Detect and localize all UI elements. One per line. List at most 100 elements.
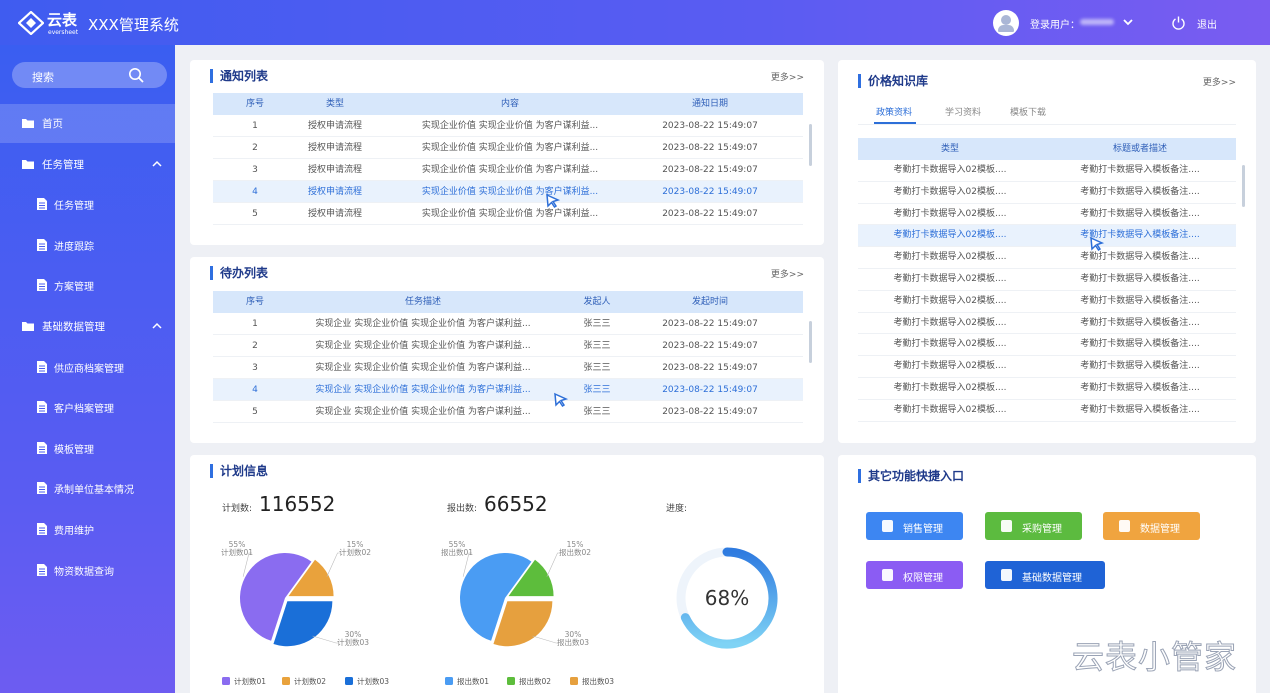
table-row[interactable] xyxy=(213,357,803,379)
table-row[interactable] xyxy=(858,356,1236,378)
shortcut-button[interactable]: 权限管理 xyxy=(866,561,963,589)
table-cell: 考勤打卡数据导入模板备注.... xyxy=(1080,339,1200,350)
table-row[interactable] xyxy=(213,401,803,423)
submenu-item[interactable]: 物资数据查询 xyxy=(54,566,114,578)
table-row[interactable] xyxy=(213,159,803,181)
legend-label: 报出数02 xyxy=(519,676,551,686)
table-cell: 考勤打卡数据导入02模板.... xyxy=(893,295,1007,306)
table-cell: 张三三 xyxy=(583,407,611,417)
folder-icon xyxy=(22,159,34,169)
icon-shape xyxy=(22,119,34,128)
submenu-item[interactable]: 费用维护 xyxy=(54,526,94,537)
table-row[interactable] xyxy=(213,181,803,203)
app-title: XXX管理系统 xyxy=(88,16,179,34)
table-row[interactable] xyxy=(213,203,803,225)
shortcuts-panel: 其它功能快捷入口 销售管理 采购管理 数据管理 权限管理 基础数据管理 xyxy=(838,455,1256,693)
table-row[interactable] xyxy=(213,313,803,335)
submenu-item[interactable]: 承制单位基本情况 xyxy=(54,485,134,497)
legend-label: 报出数03 xyxy=(582,676,614,686)
shortcut-button[interactable]: 销售管理 xyxy=(866,512,963,540)
table-cell: 考勤打卡数据导入模板备注.... xyxy=(1080,295,1200,306)
table-cell: 实现企业价值 实现企业价值 为客户谋利益... xyxy=(421,165,599,175)
more-link[interactable]: 更多>> xyxy=(770,73,804,83)
slice-percent: 15% xyxy=(347,540,364,549)
leader-line xyxy=(532,635,558,644)
menu-item[interactable]: 任务管理 xyxy=(42,158,84,171)
table-row[interactable] xyxy=(858,400,1236,422)
table-cell: 考勤打卡数据导入02模板.... xyxy=(893,230,1007,241)
table-row[interactable] xyxy=(858,204,1236,226)
leader-line xyxy=(242,552,252,577)
table-cell: 实现企业 实现企业价值 实现企业价值 为客户谋利益... xyxy=(315,385,531,395)
menu-item[interactable]: 基础数据管理 xyxy=(42,321,105,333)
table-row[interactable] xyxy=(858,313,1236,335)
table-row[interactable] xyxy=(213,335,803,357)
table-row[interactable] xyxy=(858,182,1236,204)
user-label: 登录用户： xyxy=(1030,20,1080,31)
table-row[interactable] xyxy=(858,378,1236,400)
submenu-item[interactable]: 进度跟踪 xyxy=(54,241,94,253)
icon-shape xyxy=(37,482,47,495)
shortcut-button[interactable]: 基础数据管理 xyxy=(985,561,1105,589)
table-row[interactable] xyxy=(858,291,1236,313)
submenu-item[interactable]: 任务管理 xyxy=(54,201,94,213)
table-cell: 考勤打卡数据导入02模板.... xyxy=(893,252,1007,263)
table-cell: 4 xyxy=(252,385,258,395)
user-chevron[interactable] xyxy=(1122,17,1134,27)
icon-shape xyxy=(37,279,47,292)
leader-line xyxy=(326,552,340,577)
table-cell: 授权申请流程 xyxy=(307,209,362,219)
plan-charts: 55%计划数01计划数0115%计划数02计划数0230%计划数03计划数035… xyxy=(221,540,778,686)
logout[interactable]: 退出 xyxy=(1197,20,1217,31)
submenu-item[interactable]: 方案管理 xyxy=(54,282,94,294)
table-row[interactable] xyxy=(858,160,1236,182)
legend-marker xyxy=(282,677,290,685)
doc-icon xyxy=(37,279,47,292)
table-row[interactable] xyxy=(858,334,1236,357)
more-link[interactable]: 更多>> xyxy=(1202,78,1236,88)
tab[interactable]: 学习资料 xyxy=(945,108,982,118)
search-icon[interactable] xyxy=(128,67,145,84)
table-row[interactable] xyxy=(858,225,1236,248)
slice-name: 报出数03 xyxy=(557,637,589,647)
table-cell: 2023-08-22 15:49:07 xyxy=(662,385,758,395)
doc-icon xyxy=(37,523,47,535)
column-header: 序号 xyxy=(245,297,264,307)
tab[interactable]: 模板下载 xyxy=(1010,108,1047,118)
table-cell: 考勤打卡数据导入02模板.... xyxy=(893,404,1007,415)
avatar-body xyxy=(998,25,1014,32)
shortcut-button[interactable]: 采购管理 xyxy=(985,512,1082,540)
table-cell: 张三三 xyxy=(583,363,611,373)
table-row[interactable] xyxy=(213,115,803,137)
table-cell: 1 xyxy=(252,121,258,131)
table-cell: 张三三 xyxy=(583,385,611,395)
shortcut-button[interactable]: 数据管理 xyxy=(1103,512,1200,540)
table-cell: 考勤打卡数据导入02模板.... xyxy=(893,274,1007,284)
table-cell: 张三三 xyxy=(583,341,611,351)
submenu-item[interactable]: 客户档案管理 xyxy=(54,404,114,416)
more-link[interactable]: 更多>> xyxy=(770,270,804,280)
submenu-item[interactable]: 供应商档案管理 xyxy=(54,363,124,375)
leader-line xyxy=(546,552,560,577)
report-label: 报出数: xyxy=(447,504,478,514)
icon-shape xyxy=(152,160,162,167)
table-cell: 授权申请流程 xyxy=(307,187,362,197)
button-icon xyxy=(1119,520,1130,532)
icon-shape xyxy=(37,563,47,576)
table-cell: 5 xyxy=(252,209,258,219)
panel-title: 价格知识库 xyxy=(858,74,928,88)
table-row[interactable] xyxy=(213,137,803,159)
tab[interactable]: 政策资料 xyxy=(876,108,913,118)
table-row[interactable] xyxy=(858,247,1236,269)
search-box[interactable]: 搜索 xyxy=(12,62,167,88)
icon-shape xyxy=(37,441,47,454)
submenu-item[interactable]: 模板管理 xyxy=(54,444,94,456)
logout-icon[interactable] xyxy=(1171,15,1186,30)
table-row[interactable] xyxy=(213,379,803,401)
avatar[interactable] xyxy=(993,10,1019,36)
table-row[interactable] xyxy=(858,269,1236,291)
button-icon xyxy=(882,520,893,532)
table-cell: 4 xyxy=(252,187,258,197)
menu-item[interactable]: 首页 xyxy=(42,118,63,130)
table-cell: 实现企业 实现企业价值 实现企业价值 为客户谋利益... xyxy=(315,363,531,373)
